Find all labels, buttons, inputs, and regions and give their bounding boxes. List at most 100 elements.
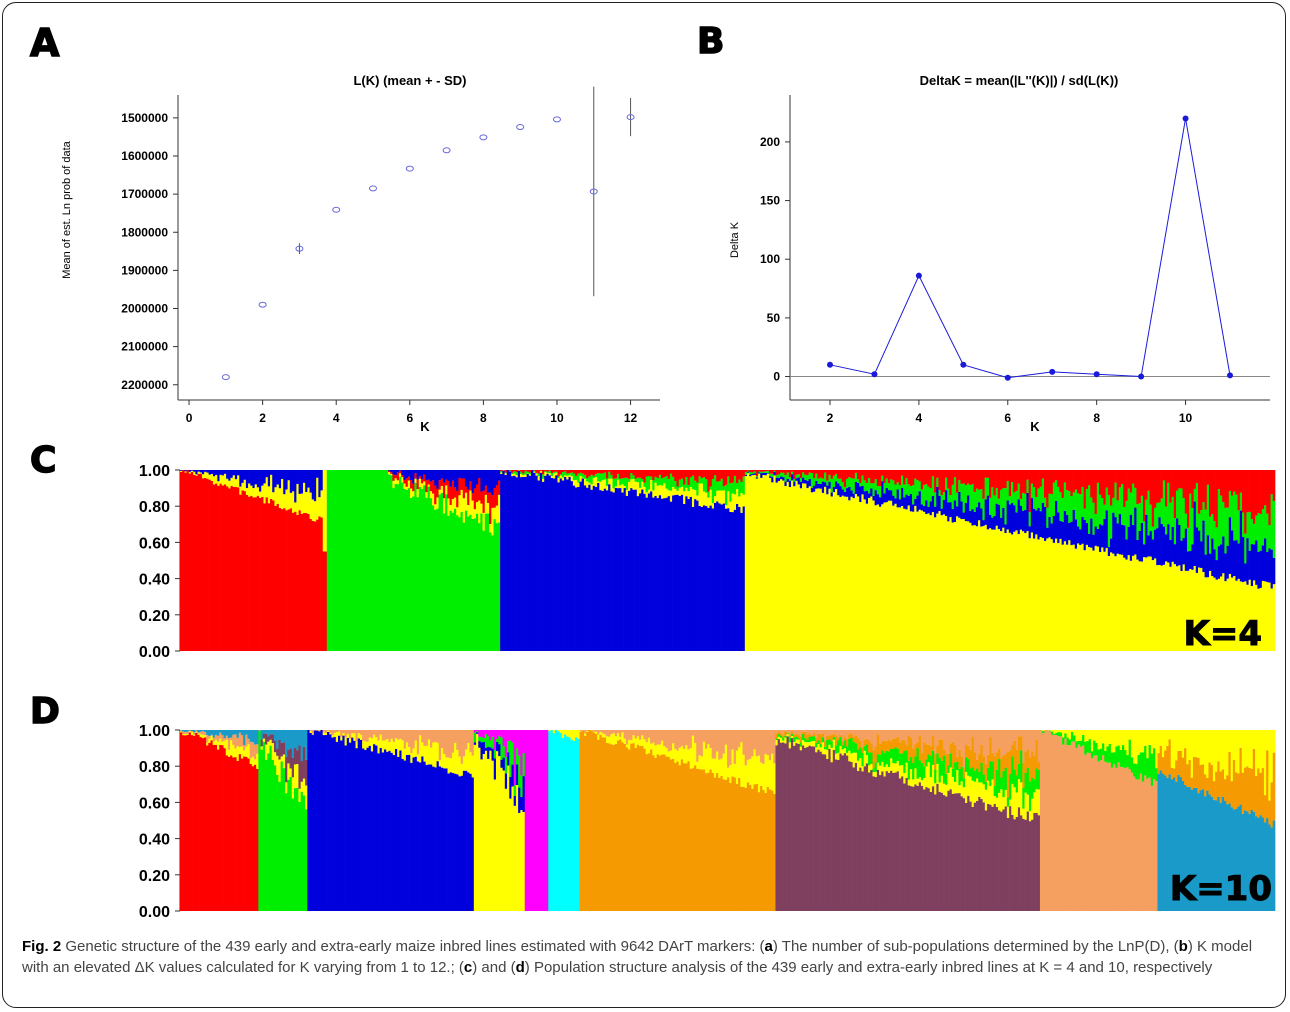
chart-d-bar — [1206, 790, 1209, 911]
chart-d-bar — [1164, 775, 1167, 911]
chart-d-bar — [1243, 767, 1247, 811]
chart-c-bar — [1048, 493, 1051, 517]
chart-d-bar — [251, 766, 255, 911]
chart-d-bar — [1121, 767, 1125, 911]
chart-d-bar — [1073, 741, 1076, 911]
chart-c-bar — [594, 476, 598, 487]
chart-c-bar — [495, 523, 499, 651]
chart-d-bar — [234, 748, 237, 758]
chart-d-bar — [355, 741, 359, 749]
chart-d-bar — [563, 734, 567, 911]
chart-d-bar — [1130, 772, 1134, 911]
chart-d-bar — [914, 756, 917, 769]
chart-c-bar — [423, 474, 426, 482]
chart-c-bar — [661, 470, 664, 479]
chart-c-bar — [431, 493, 435, 506]
chart-d-bar — [998, 730, 1001, 749]
chart-d-bar — [1009, 773, 1012, 800]
chart-d-bar — [265, 744, 268, 760]
chart-c-bar — [909, 486, 913, 494]
chart-d-bar — [1031, 730, 1034, 752]
chart-d-bar — [1263, 730, 1267, 796]
chart-c-bar — [1127, 526, 1131, 556]
chart-d-bar — [416, 754, 420, 762]
chart-d-bar — [837, 730, 840, 738]
chart-c-bar — [219, 483, 223, 651]
chart-c-bar — [559, 474, 563, 476]
chart-c-bar — [857, 496, 860, 651]
chart-d-bar — [797, 730, 801, 735]
chart-d-bar — [484, 750, 488, 911]
chart-d-bar — [1017, 736, 1021, 764]
chart-c-bar — [614, 470, 618, 479]
chart-d-bar — [296, 764, 299, 788]
chart-d-bar — [355, 748, 359, 911]
chart-c-bar — [1079, 494, 1082, 530]
chart-c-bar — [665, 488, 669, 498]
chart-c-bar — [1081, 487, 1084, 517]
chart-b-xlabel: K — [1030, 419, 1040, 434]
chart-c-bar — [793, 478, 796, 482]
chart-a-x-tick-label: 12 — [624, 411, 638, 425]
chart-c-bar — [780, 470, 783, 473]
chart-c-bar — [762, 470, 765, 472]
chart-c-bar — [1209, 570, 1212, 651]
chart-d-bar — [1217, 730, 1220, 762]
chart-d-bar — [938, 791, 942, 911]
chart-d-bar — [1197, 757, 1200, 794]
chart-d-bar — [942, 749, 946, 756]
chart-d-bar — [1028, 757, 1032, 782]
chart-d-bar — [865, 730, 869, 739]
chart-d-bar — [980, 730, 983, 745]
chart-d-bar — [595, 733, 598, 911]
chart-c-bar — [753, 470, 757, 472]
chart-c-bar — [808, 472, 812, 479]
chart-c-bar — [188, 473, 192, 651]
chart-c-bar — [311, 499, 315, 521]
chart-d-bar — [826, 758, 829, 911]
chart-d-bar — [978, 771, 981, 783]
chart-c-bar — [707, 491, 710, 498]
chart-d-bar — [260, 730, 264, 740]
chart-d-bar — [958, 749, 961, 769]
chart-a-y-tick-label: 1900000 — [121, 263, 168, 277]
chart-d-bar — [599, 734, 602, 911]
chart-d-bar — [285, 730, 288, 758]
chart-d-bar — [958, 785, 961, 794]
chart-c-bar — [1024, 493, 1027, 510]
chart-d-bar — [531, 730, 534, 911]
chart-c-bar — [506, 470, 510, 651]
chart-d-bar — [1166, 746, 1169, 778]
chart-c-bar — [480, 491, 483, 504]
chart-d-bar — [327, 731, 330, 911]
chart-c-bar — [614, 478, 618, 487]
chart-d-bar — [1124, 768, 1127, 911]
chart-d-bar — [1020, 750, 1023, 783]
chart-d-bar — [225, 735, 229, 740]
chart-c-bar — [678, 495, 682, 651]
chart-c-bar — [542, 481, 545, 651]
chart-d-bar — [302, 746, 306, 779]
chart-d-bar — [484, 734, 488, 748]
chart-d-bar — [815, 743, 818, 748]
chart-c-bar — [696, 495, 699, 501]
chart-c-bar — [1061, 497, 1065, 522]
chart-d-bar — [289, 768, 293, 777]
chart-a-ylabel: Mean of est. Ln prob of data — [61, 140, 73, 278]
chart-c-bar — [700, 483, 704, 507]
chart-c-bar — [193, 471, 196, 475]
chart-c-bar — [467, 505, 470, 517]
chart-c-bar — [890, 490, 893, 501]
chart-d-bar — [1117, 762, 1121, 911]
chart-c-bar — [901, 487, 904, 506]
chart-d-bar — [572, 740, 576, 911]
chart-d-bar — [265, 730, 268, 734]
chart-b-point — [1227, 372, 1233, 379]
chart-d-bar — [960, 766, 964, 782]
chart-d-bar — [872, 772, 876, 777]
chart-c-bar — [1255, 584, 1258, 651]
chart-c-bar — [1184, 570, 1188, 651]
chart-d-bar — [1268, 824, 1271, 911]
chart-c-bar — [616, 479, 620, 489]
chart-d-bar — [381, 752, 385, 911]
